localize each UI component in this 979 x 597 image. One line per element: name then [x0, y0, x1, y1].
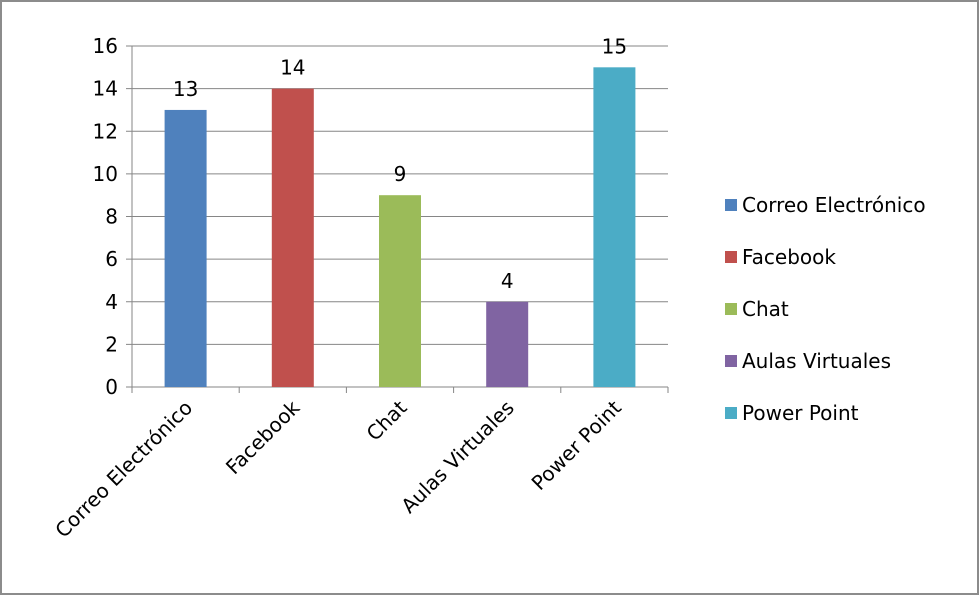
y-tick-label: 8: [105, 205, 118, 229]
data-label: 4: [501, 269, 514, 293]
legend-swatch: [725, 303, 737, 315]
bar-facebook: [271, 88, 314, 387]
data-label: 9: [394, 162, 407, 186]
y-tick-label: 12: [93, 119, 118, 143]
data-label: 14: [280, 56, 305, 80]
legend-entry: Chat: [742, 297, 789, 321]
y-tick-label: 10: [93, 162, 118, 186]
legend-swatch: [725, 199, 737, 211]
y-tick-label: 2: [105, 332, 118, 356]
bars: [164, 67, 636, 387]
y-tick-label: 4: [105, 290, 118, 314]
data-label: 13: [173, 77, 198, 101]
legend-swatch: [725, 251, 737, 263]
y-tick-label: 6: [105, 247, 118, 271]
data-label: 15: [602, 34, 627, 58]
legend-entry: Facebook: [742, 245, 836, 269]
x-tick-label: Power Point: [527, 395, 626, 494]
y-tick-label: 16: [93, 34, 118, 58]
legend-entry: Correo Electrónico: [742, 193, 926, 217]
data-labels: 13 14 9 4 15: [173, 34, 627, 292]
x-tick-label: Correo Electrónico: [50, 396, 197, 543]
x-tick-label: Facebook: [221, 395, 305, 479]
y-tick-label: 0: [105, 375, 118, 399]
bar-power-point: [593, 67, 636, 387]
axes: 0 2 4 6 8 10 12 14 16 Correo Electrónico Facebook C…: [50, 34, 669, 543]
legend-swatch: [725, 355, 737, 367]
legend: Correo Electrónico Facebook Chat Aulas Virt…: [725, 193, 926, 425]
x-tick-label: Chat: [362, 395, 412, 445]
bar-aulas-virtuales: [486, 301, 529, 387]
bar-correo-electr-nico: [164, 109, 207, 387]
y-tick-label: 14: [93, 77, 118, 101]
legend-entry: Aulas Virtuales: [742, 349, 891, 373]
legend-entry: Power Point: [742, 401, 859, 425]
x-tick-label: Aulas Virtuales: [396, 396, 518, 518]
legend-swatch: [725, 407, 737, 419]
bar-chat: [379, 195, 421, 387]
